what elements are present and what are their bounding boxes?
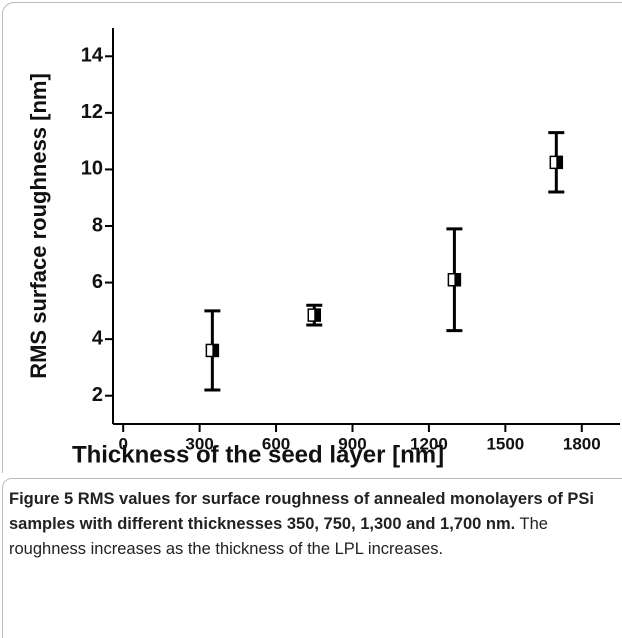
caption: Figure 5 RMS values for surface roughnes…	[2, 478, 622, 638]
point-part	[314, 309, 321, 322]
caption-text: The roughness increases as the thickness…	[9, 515, 548, 558]
x-tick-label: 0	[118, 434, 127, 453]
caption-label: Figure 5	[9, 490, 74, 508]
point	[307, 308, 322, 322]
x-tick-label: 1200	[410, 434, 448, 453]
point	[549, 155, 564, 170]
caption-title: RMS values for surface roughness of anne…	[9, 490, 595, 533]
point-part	[212, 344, 219, 357]
y-tick-label: 6	[92, 271, 103, 293]
y-tick-label: 14	[81, 45, 104, 67]
y-tick-label: 10	[81, 158, 103, 180]
x-tick-label: 300	[185, 434, 213, 453]
y-tick-label: 8	[92, 214, 103, 236]
point	[447, 272, 462, 287]
x-tick-label: 1800	[563, 434, 601, 453]
point-part	[454, 273, 461, 286]
x-tick-label: 900	[338, 434, 366, 453]
chart: Thickness of the seed layer [nm] RMS sur…	[26, 28, 620, 468]
x-axis-label: Thickness of the seed layer [nm]	[72, 441, 444, 468]
y-tick-label: 2	[92, 384, 103, 406]
y-tick-label: 4	[92, 327, 104, 349]
point-part	[556, 156, 563, 169]
x-tick-label: 600	[262, 434, 290, 453]
y-axis-label: RMS surface roughness [nm]	[26, 73, 51, 379]
figure-frame	[2, 2, 622, 473]
y-tick-label: 12	[81, 101, 103, 123]
x-tick-label: 1500	[486, 434, 524, 453]
point	[205, 343, 220, 358]
